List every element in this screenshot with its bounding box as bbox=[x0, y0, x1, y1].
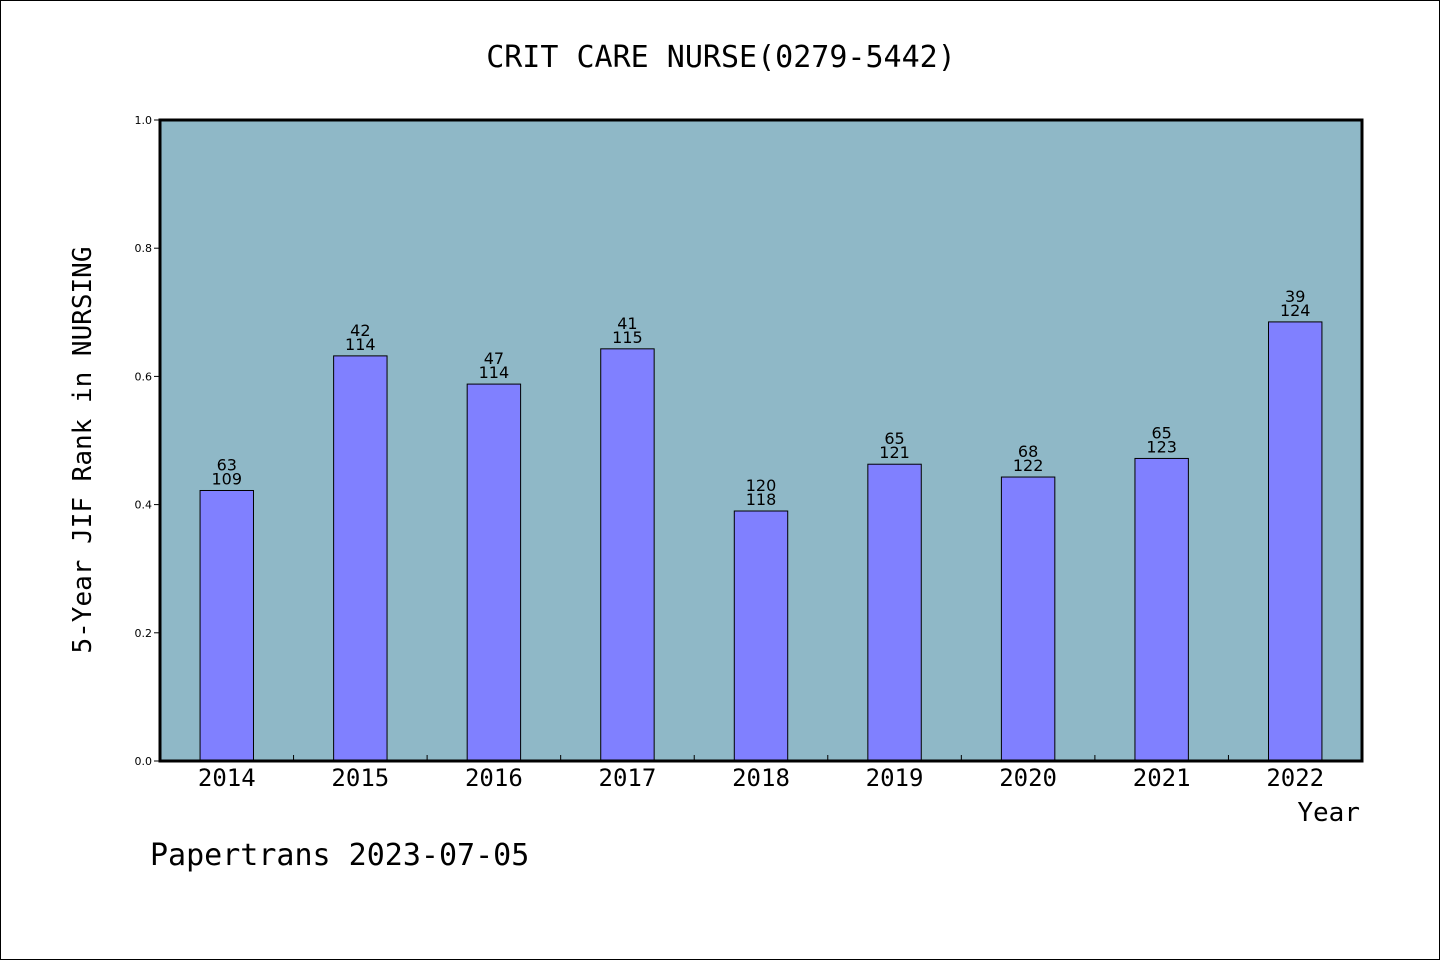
x-axis: 2014 2015 2016 2017 2018 2019 2020 2021 2022 bbox=[198, 755, 1324, 792]
bar-rank-label: 63 bbox=[217, 455, 237, 474]
plot-frame bbox=[158, 118, 1364, 763]
x-tick-label: 2018 bbox=[732, 764, 790, 792]
bar-total-label: 115 bbox=[612, 328, 643, 347]
bar-2016 bbox=[466, 383, 522, 762]
x-axis-label: Year bbox=[1297, 798, 1360, 828]
bar-total-label: 123 bbox=[1146, 437, 1177, 456]
footer-watermark: Papertrans 2023-07-05 bbox=[150, 838, 529, 873]
bar-rank-label: 39 bbox=[1285, 287, 1305, 306]
x-tick-label: 2015 bbox=[331, 764, 389, 792]
bar-2015 bbox=[333, 355, 388, 762]
y-tick-label: 1.0 bbox=[135, 114, 153, 127]
bar-total-label: 124 bbox=[1280, 301, 1311, 320]
bar-total-label: 121 bbox=[879, 443, 910, 462]
x-tick-label: 2020 bbox=[999, 764, 1057, 792]
y-axis-label: 5-Year JIF Rank in NURSING bbox=[68, 247, 98, 654]
bar-2021 bbox=[1134, 457, 1189, 762]
y-tick-label: 0.0 bbox=[135, 755, 153, 768]
y-tick-label: 0.8 bbox=[135, 242, 153, 255]
x-tick-label: 2022 bbox=[1266, 764, 1324, 792]
bar-2018 bbox=[733, 510, 789, 762]
y-tick-label: 0.6 bbox=[135, 370, 153, 383]
bar-rank-label: 65 bbox=[884, 429, 904, 448]
bar-2017 bbox=[600, 348, 655, 762]
bar-total-label: 122 bbox=[1013, 456, 1044, 475]
y-tick-label: 0.4 bbox=[135, 499, 153, 512]
x-tick-label: 2017 bbox=[599, 764, 657, 792]
bar-2014 bbox=[199, 489, 254, 762]
bar-total-label: 118 bbox=[746, 490, 777, 509]
bar-2019 bbox=[867, 463, 922, 762]
bar-rank-label: 68 bbox=[1018, 442, 1038, 461]
bar-rank-label: 120 bbox=[746, 476, 777, 495]
y-axis: 0.0 0.2 0.4 0.6 0.8 1.0 bbox=[135, 114, 160, 768]
x-tick-label: 2021 bbox=[1133, 764, 1191, 792]
x-tick-label: 2016 bbox=[465, 764, 523, 792]
bar-total-label: 109 bbox=[212, 469, 243, 488]
bar-total-label: 114 bbox=[479, 363, 510, 382]
bar-2022 bbox=[1268, 321, 1323, 762]
chart-title: CRIT CARE NURSE(0279-5442) bbox=[486, 40, 956, 75]
bar-rank-label: 47 bbox=[484, 349, 504, 368]
bar-rank-label: 42 bbox=[350, 321, 370, 340]
bar-rank-label: 41 bbox=[617, 314, 637, 333]
x-tick-label: 2014 bbox=[198, 764, 256, 792]
x-tick-label: 2019 bbox=[866, 764, 924, 792]
bar-total-label: 114 bbox=[345, 335, 376, 354]
bar-rank-label: 65 bbox=[1151, 423, 1171, 442]
bar-2020 bbox=[1000, 476, 1056, 762]
y-tick-label: 0.2 bbox=[135, 627, 153, 640]
